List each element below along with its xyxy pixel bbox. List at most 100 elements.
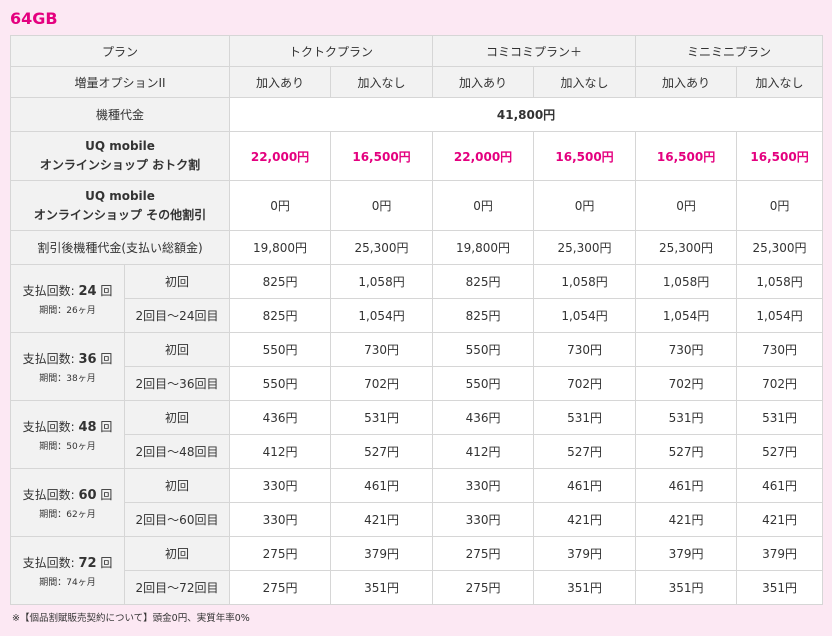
payment-value: 825円 [229,264,332,299]
payment-value: 825円 [432,298,535,333]
otoku-value: 16,500円 [330,131,434,181]
payment-value: 531円 [736,400,824,435]
payment-first-row: 支払回数: 36 回 期間：38ヶ月 初回 550円 730円 550円 730… [10,332,824,401]
payment-period: 期間：62ヶ月 [39,509,96,520]
payment-value: 702円 [736,366,824,401]
device-price-value: 41,800円 [229,97,824,132]
capacity-title: 64GB [10,9,58,28]
option-cell: 加入あり [432,66,535,98]
other-label-line1: UQ mobile [85,188,155,203]
otoku-discount-row: UQ mobile オンラインショップ おトク割 22,000円 16,500円… [9,131,824,181]
payment-value: 702円 [635,366,738,401]
plan-name: コミコミプラン＋ [432,35,637,67]
payment-value: 730円 [330,332,434,367]
rest-payment-label: 2回目〜60回目 [123,502,231,537]
plan-header-row: プラン トクトクプラン コミコミプラン＋ ミニミニプラン [9,35,824,67]
payment-value: 421円 [330,502,434,537]
payment-count: 72 [78,555,97,571]
payment-value: 531円 [330,400,434,435]
payment-first-row: 支払回数: 48 回 期間：50ヶ月 初回 436円 531円 436円 531… [10,400,824,469]
payment-value: 730円 [635,332,738,367]
total-value: 19,800円 [432,230,535,265]
payment-value: 527円 [330,434,434,469]
payment-count-suffix: 回 [100,283,113,298]
payment-value: 1,058円 [533,264,637,299]
payment-value: 702円 [533,366,637,401]
option-label: 増量オプションII [9,66,231,98]
device-price-row: 機種代金 41,800円 [9,97,824,132]
payment-rest-row: 2回目〜60回目 330円 421円 330円 421円 421円 421円 [11,502,824,537]
otoku-value: 16,500円 [635,131,738,181]
otoku-label-line1: UQ mobile [85,139,155,153]
option-cell: 加入あり [229,66,332,98]
payment-value: 379円 [635,536,738,571]
option-cell: 加入なし [330,66,434,98]
payment-count-cell: 支払回数: 48 回 期間：50ヶ月 [10,400,125,469]
other-discount-row: UQ mobile オンラインショップ その他割引 0円 0円 0円 0円 0円… [9,180,824,231]
payment-value: 351円 [330,570,434,605]
other-discount-value: 0円 [432,180,535,231]
payment-period: 期間：38ヶ月 [39,373,96,384]
rest-payment-label: 2回目〜48回目 [123,434,231,469]
payment-value: 275円 [229,536,332,571]
other-discount-value: 0円 [533,180,637,231]
payment-count: 24 [78,283,97,299]
payment-value: 825円 [432,264,535,299]
payment-value: 527円 [635,434,738,469]
first-payment-label: 初回 [123,332,231,367]
payment-count-suffix: 回 [100,555,113,570]
total-value: 25,300円 [533,230,637,265]
payment-value: 275円 [432,570,535,605]
payment-value: 730円 [736,332,824,367]
payment-period: 期間：74ヶ月 [39,577,96,588]
payment-count-suffix: 回 [100,419,113,434]
rest-payment-label: 2回目〜36回目 [123,366,231,401]
payment-value: 275円 [432,536,535,571]
payment-value: 1,054円 [736,298,824,333]
payment-value: 550円 [229,366,332,401]
payment-first-row: 支払回数: 60 回 期間：62ヶ月 初回 330円 461円 330円 461… [10,468,824,537]
payment-value: 1,058円 [635,264,738,299]
payment-value: 421円 [533,502,637,537]
payment-value: 275円 [229,570,332,605]
payment-count-prefix: 支払回数: [22,351,75,366]
rest-payment-label: 2回目〜24回目 [123,298,231,333]
payment-count-prefix: 支払回数: [22,487,75,502]
payment-value: 1,054円 [330,298,434,333]
payment-value: 412円 [432,434,535,469]
payment-rest-row: 2回目〜48回目 412円 527円 412円 527円 527円 527円 [11,434,824,469]
otoku-label-line2: オンラインショップ おトク割 [39,158,201,172]
payment-value: 351円 [635,570,738,605]
payment-first-row: 支払回数: 24 回 期間：26ヶ月 初回 825円 1,058円 825円 1… [10,264,824,333]
other-discount-value: 0円 [736,180,824,231]
payment-count-prefix: 支払回数: [22,555,75,570]
payment-value: 412円 [229,434,332,469]
payment-value: 461円 [330,468,434,503]
payment-value: 702円 [330,366,434,401]
other-discount-value: 0円 [330,180,434,231]
plan-name: ミニミニプラン [635,35,824,67]
payment-first-row: 支払回数: 72 回 期間：74ヶ月 初回 275円 379円 275円 379… [10,536,824,605]
payment-value: 436円 [432,400,535,435]
otoku-value: 16,500円 [736,131,824,181]
payment-value: 436円 [229,400,332,435]
payment-count-prefix: 支払回数: [22,283,75,298]
total-value: 25,300円 [330,230,434,265]
total-row: 割引後機種代金(支払い総額金) 19,800円 25,300円 19,800円 … [9,230,824,265]
other-discount-label: UQ mobile オンラインショップ その他割引 [9,180,231,231]
payment-value: 1,058円 [736,264,824,299]
payment-value: 330円 [229,468,332,503]
total-value: 25,300円 [736,230,824,265]
first-payment-label: 初回 [123,264,231,299]
payment-value: 531円 [533,400,637,435]
payment-count-suffix: 回 [100,351,113,366]
option-cell: 加入あり [635,66,738,98]
payment-count-cell: 支払回数: 24 回 期間：26ヶ月 [10,264,125,333]
payment-value: 550円 [229,332,332,367]
payment-period: 期間：26ヶ月 [39,305,96,316]
first-payment-label: 初回 [123,468,231,503]
option-header-row: 増量オプションII 加入あり 加入なし 加入あり 加入なし 加入あり 加入なし [9,66,824,98]
plan-label: プラン [9,35,231,67]
payment-value: 461円 [533,468,637,503]
total-value: 25,300円 [635,230,738,265]
